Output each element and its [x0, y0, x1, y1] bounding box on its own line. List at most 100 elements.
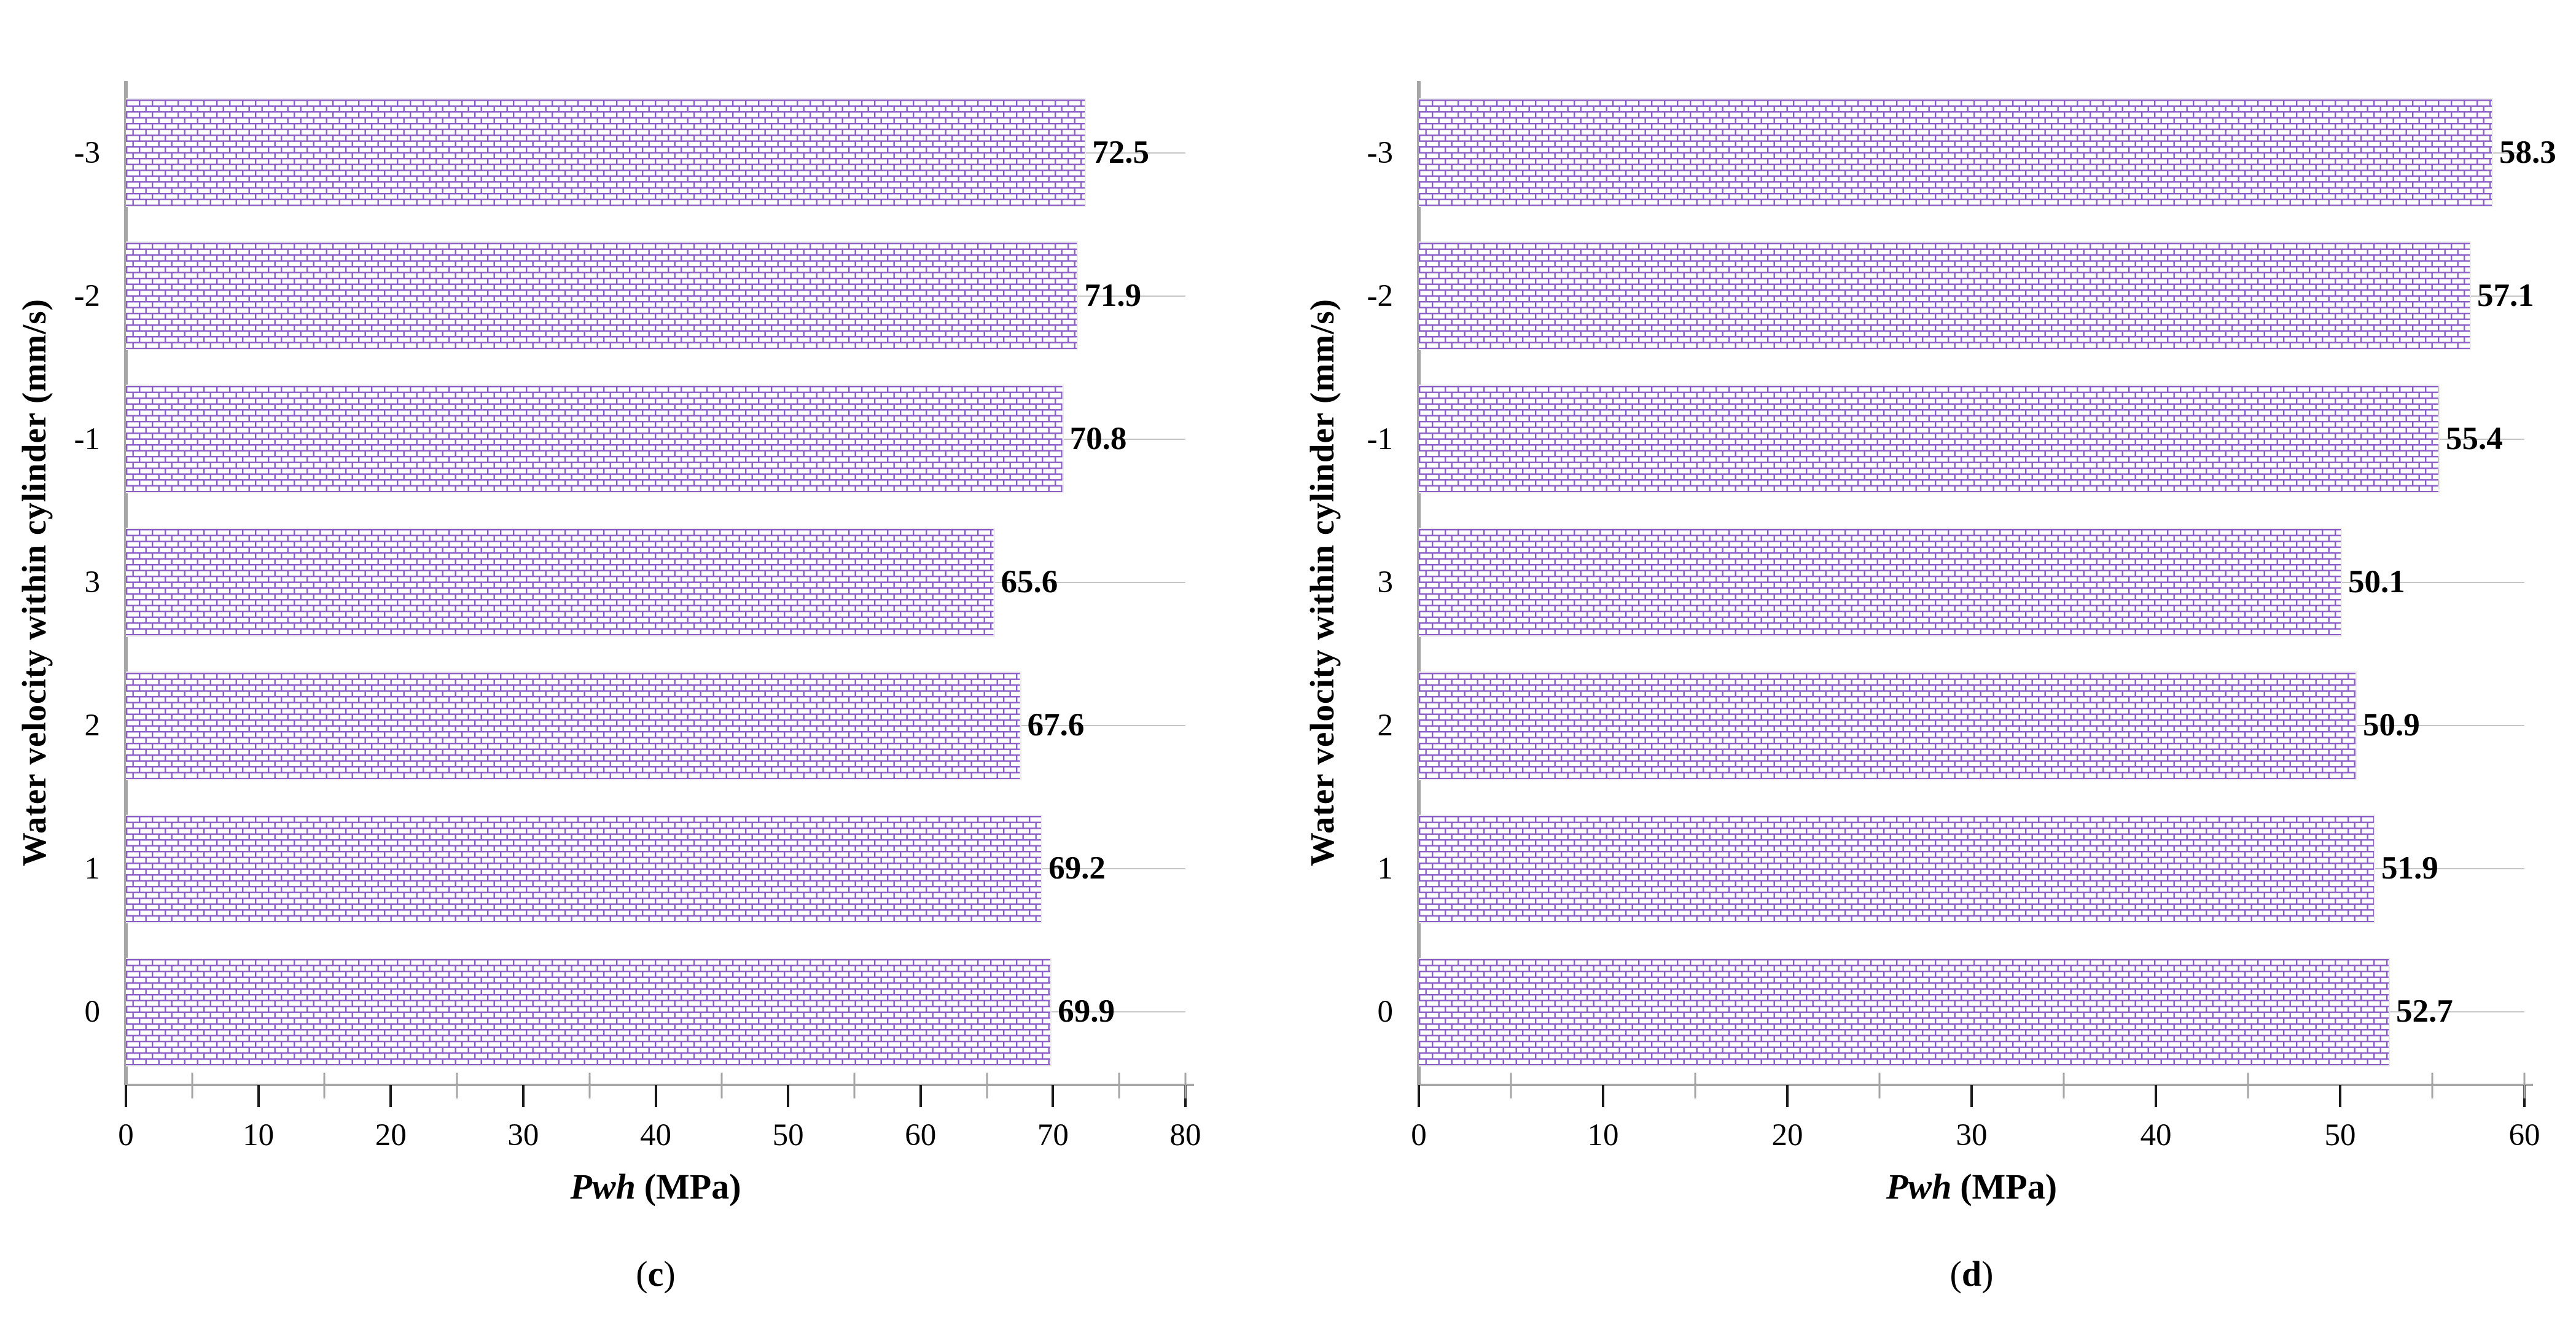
bar-pattern-fill: [1419, 386, 2438, 493]
x-axis-tick-label: 30: [507, 1118, 539, 1153]
bar-chart-panel: Water velocity within cylinder (mm/s) -3…: [1288, 0, 2576, 1319]
x-axis-tick-label: 20: [375, 1118, 407, 1153]
bar-pattern-fill: [1419, 99, 2492, 206]
caption-letter: d: [1961, 1254, 1982, 1294]
bar: [1419, 385, 2440, 494]
value-label: 70.8: [1069, 420, 1127, 456]
bar-pattern-fill: [126, 529, 994, 636]
bar-row: 52.7: [1419, 941, 2524, 1084]
category-label: -2: [74, 278, 100, 313]
category-axis-labels: -3 -2 -1 3 2 1 0: [15, 81, 101, 1084]
category-label: -1: [1367, 421, 1393, 456]
bar-row: 50.9: [1419, 654, 2524, 797]
x-axis-major-tick: [919, 1085, 922, 1107]
x-axis-major-tick: [521, 1085, 525, 1107]
x-axis-minor-tick: [2431, 1073, 2434, 1098]
bar-row: 51.9: [1419, 797, 2524, 941]
x-axis-major-tick: [125, 1085, 127, 1107]
x-axis-minor-tick: [720, 1073, 723, 1098]
x-axis-minor-tick: [853, 1073, 856, 1098]
x-axis-minor-tick: [588, 1073, 591, 1098]
x-axis-major-tick: [2154, 1085, 2157, 1107]
x-axis-tick-label: 30: [1956, 1118, 1988, 1153]
bar: [1419, 241, 2471, 351]
bar: [1419, 957, 2390, 1067]
bar-row: 69.2: [126, 797, 1185, 941]
x-axis-tick-label: 0: [118, 1118, 134, 1153]
bar: [126, 671, 1021, 780]
bar-row: 57.1: [1419, 224, 2534, 367]
category-label: -3: [74, 135, 100, 170]
bar-pattern-fill: [126, 672, 1020, 779]
bar: [126, 385, 1064, 494]
x-axis-minor-tick: [2247, 1073, 2249, 1098]
x-axis-minor-tick: [1184, 1073, 1187, 1098]
x-axis-tick-label: 50: [772, 1118, 804, 1153]
plot-area: 58.3 57.1 55.4 50.1 50.9 51.9 52.7: [1417, 81, 2556, 1085]
x-axis-tick-label: 60: [2508, 1118, 2540, 1153]
bar-pattern-fill: [126, 386, 1063, 493]
x-axis-minor-tick: [2523, 1073, 2526, 1098]
bar-row: 72.5: [126, 81, 1185, 224]
bar-row: 69.9: [126, 941, 1185, 1084]
x-axis-minor-tick: [1510, 1073, 1512, 1098]
x-axis-major-tick: [2339, 1085, 2341, 1107]
bar-chart-panel: Water velocity within cylinder (mm/s) -3…: [15, 81, 1201, 1294]
x-axis-tick-label: 40: [640, 1118, 671, 1153]
x-axis-tick-label: 80: [1169, 1118, 1201, 1153]
x-axis-tick-label: 0: [1411, 1118, 1427, 1153]
value-label: 52.7: [2396, 993, 2453, 1030]
bar-pattern-fill: [126, 243, 1077, 350]
x-axis-minor-tick: [191, 1073, 193, 1098]
panel-caption: (c): [126, 1253, 1185, 1294]
x-axis-major-tick: [257, 1085, 260, 1107]
x-axis-line: [1419, 1084, 2533, 1086]
bar-pattern-fill: [1419, 243, 2470, 350]
bar: [126, 957, 1052, 1067]
x-axis-minor-tick: [986, 1073, 988, 1098]
bar-row: 58.3: [1419, 81, 2556, 224]
plot-area: 72.5 71.9 70.8 65.6 67.6 69.2 69.9: [124, 81, 1185, 1085]
category-label: -1: [74, 421, 100, 456]
bar-row: 55.4: [1419, 367, 2524, 511]
x-axis-tick-label: 50: [2324, 1118, 2356, 1153]
category-label: 3: [1377, 565, 1394, 600]
category-label: 2: [84, 708, 101, 743]
value-label: 67.6: [1027, 706, 1085, 743]
value-label: 69.2: [1048, 850, 1106, 887]
category-label: 3: [84, 565, 101, 600]
caption-close-paren: ): [1981, 1254, 1994, 1294]
x-axis-line: [126, 1084, 1194, 1086]
caption-letter: c: [647, 1254, 664, 1294]
category-label: -3: [1367, 135, 1393, 170]
x-axis-major-tick: [654, 1085, 657, 1107]
panel-caption: (d): [1419, 1253, 2524, 1294]
bar-row: 70.8: [126, 367, 1185, 511]
x-axis-minor-tick: [1118, 1073, 1120, 1098]
x-axis-title-symbol: Pwh: [1886, 1167, 1952, 1207]
caption-open-paren: (: [1950, 1254, 1962, 1294]
bar-pattern-fill: [126, 99, 1085, 206]
bar-pattern-fill: [1419, 958, 2389, 1066]
bar-pattern-fill: [1419, 815, 2374, 922]
x-axis: 0 10 20 30 40 50 60 70 80: [118, 1073, 1201, 1170]
bar-row: 71.9: [126, 224, 1185, 367]
value-label: 55.4: [2446, 420, 2503, 456]
bar-pattern-fill: [1419, 672, 2355, 779]
x-axis-tick-label: 20: [1771, 1118, 1803, 1153]
bar: [126, 241, 1079, 351]
bar-row: 65.6: [126, 511, 1185, 654]
x-axis-tick-label: 60: [905, 1118, 937, 1153]
x-axis-title-unit: (MPa): [1960, 1167, 2058, 1207]
value-label: 72.5: [1092, 134, 1150, 170]
value-label: 50.9: [2363, 706, 2420, 743]
x-axis-major-tick: [1970, 1085, 1973, 1107]
bar: [1419, 671, 2357, 780]
x-axis-major-tick: [1052, 1085, 1055, 1107]
category-label: 0: [1377, 995, 1394, 1030]
x-axis-tick-label: 40: [2140, 1118, 2172, 1153]
value-label: 50.1: [2348, 563, 2405, 600]
x-axis-tick-label: 70: [1037, 1118, 1069, 1153]
category-label: 2: [1377, 708, 1394, 743]
bar: [126, 528, 995, 637]
